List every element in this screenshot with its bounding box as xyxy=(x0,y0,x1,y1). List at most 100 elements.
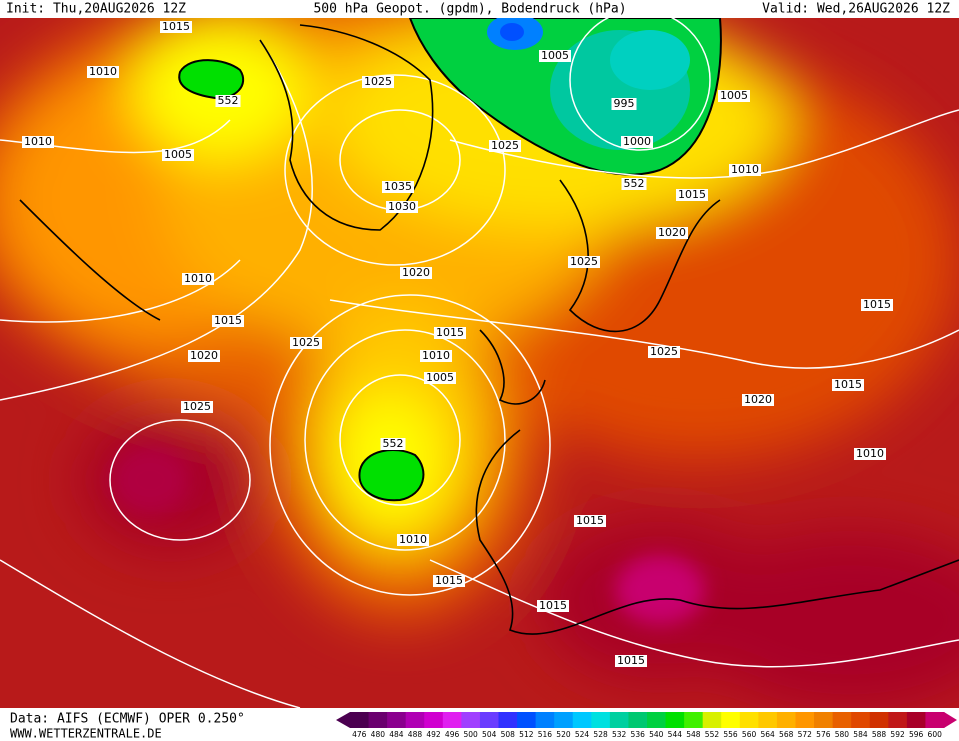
legend-label: 516 xyxy=(538,730,553,739)
isobar-label: 1020 xyxy=(744,393,772,406)
isobar-label-box xyxy=(648,346,680,358)
legend-swatch xyxy=(851,712,871,728)
isobar-label-box xyxy=(676,189,708,201)
legend-swatch xyxy=(721,712,741,728)
legend-swatch xyxy=(888,712,908,728)
legend-label: 476 xyxy=(352,730,367,739)
legend-label: 484 xyxy=(389,730,404,739)
isobar-label-box xyxy=(212,315,244,327)
legend-swatch xyxy=(572,712,592,728)
legend-swatch xyxy=(405,712,425,728)
isobar-label: 1025 xyxy=(570,255,598,268)
legend-swatch xyxy=(350,712,370,728)
isobar-label-box xyxy=(729,164,761,176)
isobar-label: 1025 xyxy=(650,345,678,358)
legend-label: 596 xyxy=(909,730,924,739)
isobar-label-box xyxy=(568,256,600,268)
legend-label: 496 xyxy=(445,730,460,739)
isobar-label: 1015 xyxy=(435,574,463,587)
isobar-label: 1010 xyxy=(89,65,117,78)
isobar-label-box xyxy=(489,140,521,152)
isobar-label-box xyxy=(22,136,54,148)
height-label-box xyxy=(215,95,241,107)
isobar-label: 1035 xyxy=(384,180,412,193)
legend-arrow-left xyxy=(336,712,350,728)
legend-label: 548 xyxy=(686,730,701,739)
legend-swatch xyxy=(554,712,574,728)
legend-label: 492 xyxy=(426,730,441,739)
legend-arrow-right xyxy=(944,712,957,728)
color-legend: 476 480 484 488 492 496 500 504 508 512 516 520 524 5… xyxy=(336,712,957,739)
legend-swatch xyxy=(684,712,704,728)
isobar-label: 1015 xyxy=(617,654,645,667)
isobar-label: 1015 xyxy=(863,298,891,311)
isobar-label: 1025 xyxy=(292,336,320,349)
isobar-label: 1015 xyxy=(539,599,567,612)
legend-swatch xyxy=(517,712,537,728)
height-label-box xyxy=(621,178,647,190)
isobar-label-box xyxy=(861,299,893,311)
legend-swatch xyxy=(424,712,444,728)
isobar-label: 1015 xyxy=(834,378,862,391)
legend-label: 524 xyxy=(575,730,590,739)
map-field xyxy=(0,18,959,708)
legend-label: 584 xyxy=(853,730,868,739)
height-label: 552 xyxy=(218,94,239,107)
isobar-label-box xyxy=(424,372,456,384)
legend-label: 572 xyxy=(798,730,813,739)
legend-swatch xyxy=(609,712,629,728)
isobar-labels: 1015 1010 1010 1005 1025 1005 995 1005 1000 1015 1… xyxy=(22,20,893,667)
legend-swatch xyxy=(479,712,499,728)
isobar-label: 1010 xyxy=(856,447,884,460)
legend-label: 488 xyxy=(408,730,423,739)
legend-swatch xyxy=(647,712,667,728)
isobar-label-box xyxy=(621,136,653,148)
isobar-label: 1005 xyxy=(426,371,454,384)
legend-swatch xyxy=(665,712,685,728)
legend-swatch xyxy=(832,712,852,728)
legend-label: 568 xyxy=(779,730,794,739)
legend-label: 504 xyxy=(482,730,497,739)
isobar-label: 1005 xyxy=(164,148,192,161)
legend-label: 508 xyxy=(501,730,516,739)
isobar-label-box xyxy=(854,448,886,460)
legend-swatch xyxy=(739,712,759,728)
legend-swatch xyxy=(795,712,815,728)
isobar-label-box xyxy=(397,534,429,546)
isobar-label-box xyxy=(539,50,571,62)
isobar-label-box xyxy=(615,655,647,667)
legend-label: 564 xyxy=(760,730,775,739)
isobar-label: 1010 xyxy=(24,135,52,148)
isobar-label-box xyxy=(87,66,119,78)
legend-label: 592 xyxy=(890,730,905,739)
isobar-label-box xyxy=(182,273,214,285)
height-label-box xyxy=(380,438,406,450)
isobar-label: 1010 xyxy=(184,272,212,285)
isobar-label-box xyxy=(160,21,192,33)
isobar-label: 1030 xyxy=(388,200,416,213)
isobar-label-box xyxy=(742,394,774,406)
legend-swatch xyxy=(702,712,722,728)
legend-swatch xyxy=(442,712,462,728)
legend-swatch xyxy=(591,712,611,728)
legend-label: 588 xyxy=(872,730,887,739)
legend-label: 512 xyxy=(519,730,534,739)
legend-swatch xyxy=(869,712,889,728)
legend-swatch xyxy=(758,712,778,728)
legend-label: 576 xyxy=(816,730,831,739)
isobar-label: 1020 xyxy=(190,349,218,362)
isobar-label-box xyxy=(382,181,414,193)
isobar-label-box xyxy=(386,201,418,213)
legend-label: 480 xyxy=(371,730,386,739)
legend-label: 528 xyxy=(593,730,608,739)
legend-label: 544 xyxy=(668,730,683,739)
isobar-label: 1015 xyxy=(162,20,190,33)
isobar-label: 1025 xyxy=(364,75,392,88)
legend-swatch xyxy=(498,712,518,728)
isobar-label: 1020 xyxy=(658,226,686,239)
isobar-label-box xyxy=(290,337,322,349)
legend-label: 536 xyxy=(631,730,646,739)
isobar-label: 1015 xyxy=(576,514,604,527)
isobar-label-box xyxy=(362,76,394,88)
